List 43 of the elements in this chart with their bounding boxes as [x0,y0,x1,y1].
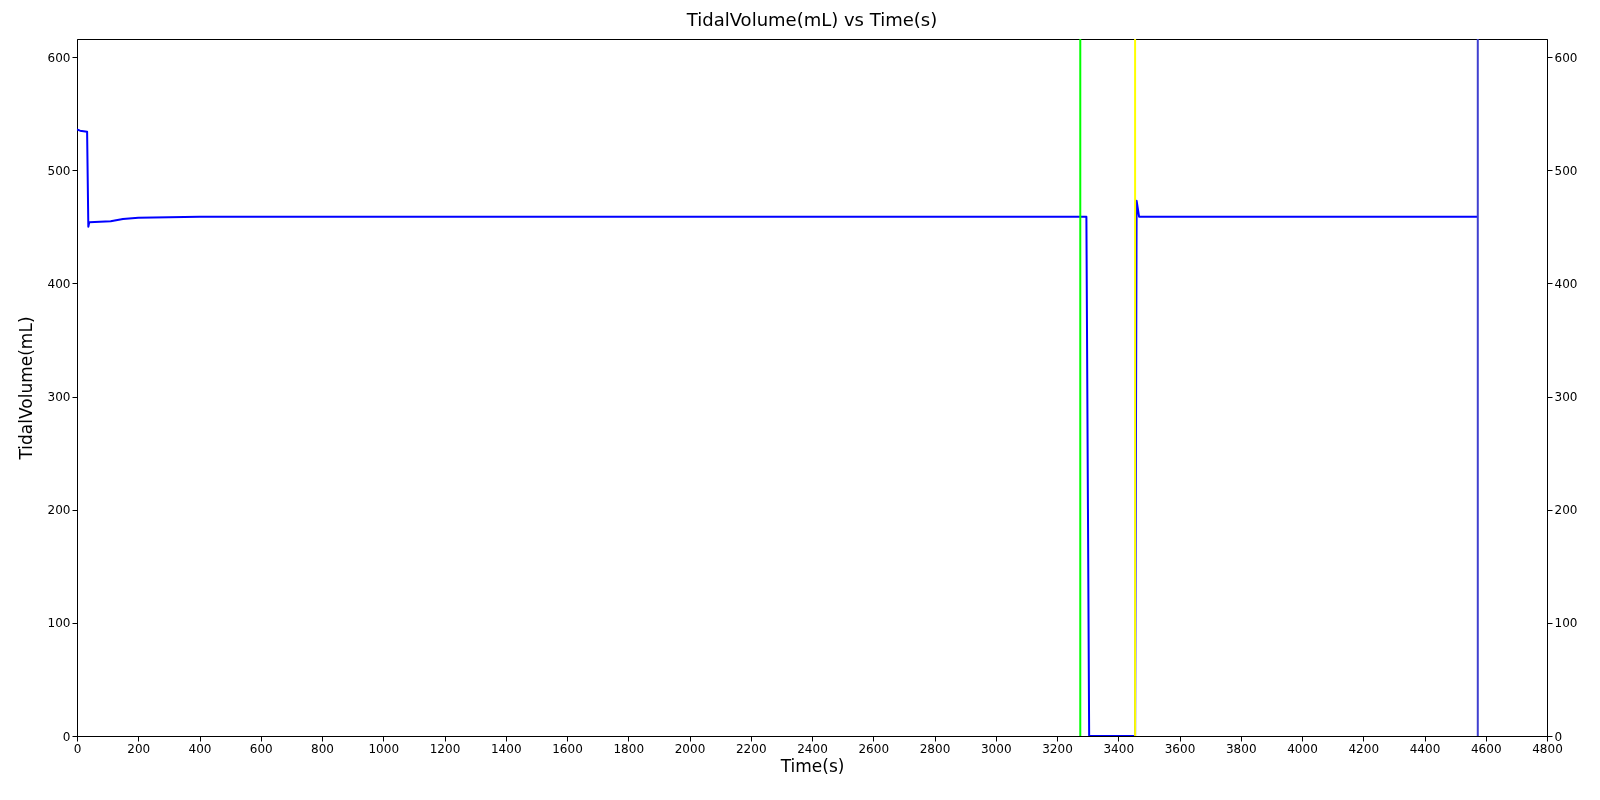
y2-tick-label: 0 [1554,729,1563,744]
x-tick-label: 2000 [674,741,706,756]
y-tick-label: 500 [47,163,71,178]
x-tick-label: 2400 [797,741,828,756]
x-tick-label: 3800 [1225,741,1257,756]
x-tick-label: 3600 [1164,741,1196,756]
x-tick-label: 4600 [1470,741,1502,756]
y-tick-label: 400 [47,276,71,291]
x-tick-label: 1000 [368,741,400,756]
y-tick-label: 300 [47,390,71,405]
x-tick-label: 200 [127,741,151,756]
x-tick-label: 4200 [1348,741,1380,756]
x-tick-label: 4800 [1532,741,1563,756]
x-tick-label: 3000 [980,741,1012,756]
y2-tick-label: 500 [1554,163,1578,178]
x-tick-label: 1600 [552,741,583,756]
y2-tick-label: 400 [1554,276,1578,291]
y2-tick-label: 100 [1554,616,1578,631]
x-tick-label: 3400 [1103,741,1135,756]
x-tick-label: 1400 [490,741,522,756]
y2-tick-label: 300 [1554,390,1578,405]
x-tick-label: 0 [73,741,82,756]
x-tick-label: 3200 [1042,741,1073,756]
x-tick-label: 800 [311,741,334,756]
y2-tick-label: 600 [1554,50,1578,65]
line-series [77,128,1479,736]
x-tick-label: 2200 [735,741,767,756]
x-tick-label: 2600 [858,741,890,756]
y-tick-label: 0 [62,729,71,744]
x-tick-label: 1200 [429,741,461,756]
x-tick-label: 600 [249,741,273,756]
x-tick-label: 1800 [613,741,645,756]
x-axis-title: Time(s) [779,755,845,776]
x-tick-label: 400 [188,741,212,756]
x-tick-label: 2800 [919,741,951,756]
y-tick-label: 600 [47,50,71,65]
x-tick-label: 4000 [1287,741,1318,756]
y-axis-title: TidalVolume(mL) [15,316,36,461]
y2-tick-label: 200 [1554,503,1578,518]
chart-title: TidalVolume(mL) vs Time(s) [685,9,938,30]
y-tick-label: 200 [47,503,71,518]
y-tick-label: 100 [47,616,71,631]
x-tick-label: 4400 [1409,741,1441,756]
